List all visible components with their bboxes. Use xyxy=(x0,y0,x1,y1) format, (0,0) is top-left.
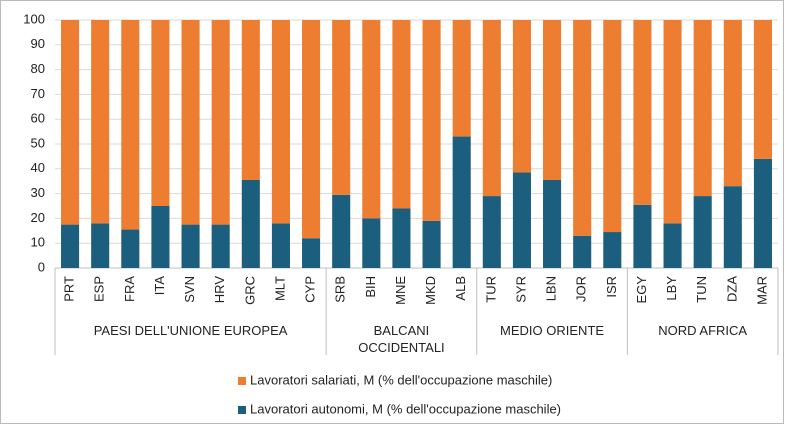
bar-segment xyxy=(753,20,772,159)
x-tick-label: SYR xyxy=(513,276,528,303)
x-tick-label: MLT xyxy=(272,276,287,301)
bar-segment xyxy=(543,179,562,268)
bar-segment xyxy=(452,20,471,137)
x-tick-label: CYP xyxy=(303,276,318,303)
x-tick-label: EGY xyxy=(634,276,649,304)
group-label: NORD AFRICA xyxy=(658,323,748,338)
x-tick-label: MNE xyxy=(393,276,408,305)
bar-segment xyxy=(211,224,230,268)
x-tick-label: DZA xyxy=(724,276,739,302)
x-tick-label: MAR xyxy=(754,276,769,305)
bar-segment xyxy=(362,218,381,268)
bar-segment xyxy=(603,232,622,268)
bar-segment xyxy=(482,196,501,268)
x-tick-label: LBN xyxy=(544,276,559,301)
bar-segment xyxy=(633,20,652,205)
x-tick-label: LBY xyxy=(664,276,679,301)
x-tick-label: FRA xyxy=(122,276,137,302)
x-tick-label: ITA xyxy=(152,276,167,296)
bar-segment xyxy=(121,20,140,230)
bar-segment xyxy=(422,220,441,268)
legend-swatch xyxy=(238,377,246,385)
bar-segment xyxy=(211,20,230,225)
x-tick-label: HRV xyxy=(212,276,227,304)
x-tick-label: ALB xyxy=(453,276,468,301)
bar-segment xyxy=(723,20,742,187)
bar-segment xyxy=(271,20,290,224)
x-tick-label: SVN xyxy=(182,276,197,303)
x-tick-label: MKD xyxy=(423,276,438,305)
y-tick-label: 0 xyxy=(38,259,45,274)
legend-label: Lavoratori salariati, M (% dell'occupazi… xyxy=(250,372,552,387)
group-label: MEDIO ORIENTE xyxy=(500,323,605,338)
bar-segment xyxy=(663,223,682,268)
x-tick-label: GRC xyxy=(242,276,257,305)
x-tick-label: ISR xyxy=(604,276,619,298)
bar-segment xyxy=(121,229,140,268)
bar-segment xyxy=(151,20,170,206)
bar-segment xyxy=(603,20,622,233)
legend-swatch xyxy=(238,406,246,414)
bar-segment xyxy=(512,20,531,173)
legend-label: Lavoratori autonomi, M (% dell'occupazio… xyxy=(250,401,561,416)
group-label: BALCANI OCCIDENTALI xyxy=(358,323,445,355)
y-tick-label: 40 xyxy=(31,160,45,175)
group-label: PAESI DELL'UNIONE EUROPEA xyxy=(93,323,288,338)
bar-segment xyxy=(332,20,351,195)
bar-segment xyxy=(61,20,80,225)
bar-segment xyxy=(392,20,411,209)
x-tick-label: TUR xyxy=(483,276,498,303)
y-tick-label: 60 xyxy=(31,111,45,126)
bar-segment xyxy=(693,20,712,197)
bar-segment xyxy=(91,223,110,268)
x-tick-label: BIH xyxy=(363,276,378,298)
bar-segment xyxy=(452,136,471,268)
y-tick-label: 20 xyxy=(31,210,45,225)
bar-segment xyxy=(573,20,592,236)
y-tick-label: 90 xyxy=(31,36,45,51)
bar-segment xyxy=(241,20,260,180)
bar-segment xyxy=(271,223,290,268)
bar-segment xyxy=(181,224,200,268)
bar-segment xyxy=(573,235,592,268)
x-tick-label: JOR xyxy=(574,276,589,302)
bar-segment xyxy=(512,172,531,268)
bar-segment xyxy=(151,206,170,268)
bar-segment xyxy=(633,204,652,268)
bar-segment xyxy=(753,158,772,268)
bar-segment xyxy=(91,20,110,224)
bar-segment xyxy=(332,194,351,268)
y-tick-label: 50 xyxy=(31,135,45,150)
bar-segment xyxy=(302,238,321,268)
bar-segment xyxy=(181,20,200,225)
y-tick-label: 80 xyxy=(31,61,45,76)
bar-segment xyxy=(422,20,441,221)
bar-segment xyxy=(302,20,321,239)
bar-segment xyxy=(362,20,381,219)
bar-segment xyxy=(61,224,80,268)
bar-segment xyxy=(241,179,260,268)
x-tick-label: PRT xyxy=(62,276,77,302)
y-tick-label: 10 xyxy=(31,235,45,250)
bar-segment xyxy=(392,208,411,268)
bar-segment xyxy=(543,20,562,180)
bar-segment xyxy=(663,20,682,224)
x-tick-label: ESP xyxy=(92,276,107,302)
bar-segment xyxy=(723,186,742,268)
x-tick-label: SRB xyxy=(333,276,348,303)
y-tick-label: 30 xyxy=(31,185,45,200)
bar-segment xyxy=(482,20,501,197)
bar-segment xyxy=(693,196,712,268)
y-tick-label: 100 xyxy=(23,11,45,26)
x-tick-label: TUN xyxy=(694,276,709,303)
y-tick-label: 70 xyxy=(31,86,45,101)
